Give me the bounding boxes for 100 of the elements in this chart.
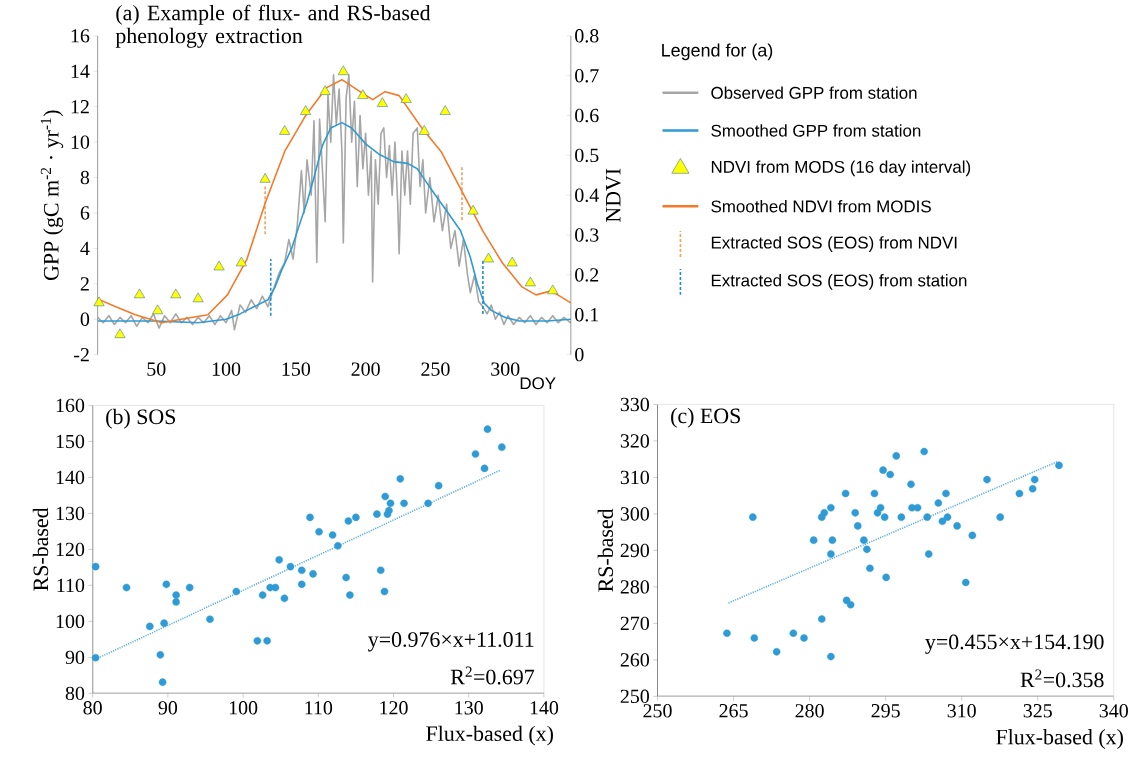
point xyxy=(286,562,295,571)
annotation: y=0.976×x+11.011 xyxy=(368,632,534,652)
point xyxy=(467,204,479,215)
point xyxy=(258,591,267,599)
point xyxy=(160,619,168,627)
point xyxy=(396,475,405,483)
point xyxy=(934,499,943,507)
y-tick-label: 130 xyxy=(56,506,85,521)
point xyxy=(342,573,350,582)
point xyxy=(506,256,518,267)
chart-title: (c) EOS xyxy=(671,407,740,428)
point xyxy=(907,480,915,489)
point xyxy=(943,513,952,521)
x-tick-label: 120 xyxy=(380,701,408,715)
x-tick-label: 310 xyxy=(947,704,976,718)
point xyxy=(91,562,100,571)
y-tick-label: 4 xyxy=(80,241,90,255)
x-axis-title: Flux-based (x) xyxy=(426,725,553,746)
point xyxy=(253,636,262,645)
point xyxy=(206,615,214,623)
point xyxy=(328,531,337,539)
x-tick-label: 250 xyxy=(643,704,672,718)
x-tick-label: 200 xyxy=(351,362,380,376)
point xyxy=(172,598,180,606)
point xyxy=(334,541,342,550)
point xyxy=(498,443,506,451)
y-tick-label: 270 xyxy=(620,616,649,631)
y2-tick-label: 0 xyxy=(575,347,584,362)
point xyxy=(800,634,808,642)
point xyxy=(772,648,781,656)
point xyxy=(418,125,430,135)
point xyxy=(953,522,961,530)
y-tick-label: 140 xyxy=(56,470,85,485)
y-tick-label: 16 xyxy=(71,29,90,43)
point xyxy=(373,510,381,518)
x-tick-label: 100 xyxy=(229,701,258,715)
y-tick-label: 2 xyxy=(80,277,89,291)
legend-label: NDVI from MODS (16 day interval) xyxy=(711,160,971,177)
y2-axis-title: NDVI xyxy=(606,168,621,222)
point xyxy=(866,564,874,573)
legend-label: Smoothed NDVI from MODIS xyxy=(711,199,931,213)
y-tick-label: 260 xyxy=(620,653,649,667)
point xyxy=(93,296,105,307)
point xyxy=(827,652,835,661)
point xyxy=(275,556,283,564)
point xyxy=(920,447,928,456)
y2-tick-label: 0.5 xyxy=(575,148,599,163)
point xyxy=(913,503,922,512)
point xyxy=(279,125,291,135)
point xyxy=(841,489,850,498)
point xyxy=(851,508,859,517)
y-tick-label: 80 xyxy=(65,686,85,701)
point xyxy=(315,527,323,536)
point xyxy=(723,629,731,637)
x-tick-label: 325 xyxy=(1023,704,1052,718)
point xyxy=(297,566,306,575)
point xyxy=(886,470,894,479)
x-tick-label: 250 xyxy=(421,362,450,376)
point xyxy=(385,506,393,515)
point xyxy=(172,591,180,599)
point xyxy=(1030,475,1039,484)
legend-label: Extracted SOS (EOS) from station xyxy=(711,273,967,290)
point xyxy=(892,452,901,460)
point xyxy=(1028,484,1037,493)
y2-tick-label: 0.3 xyxy=(575,228,599,242)
point xyxy=(259,172,271,183)
y2-tick-label: 0.8 xyxy=(575,29,599,43)
legend-label: Extracted SOS (EOS) from NDVI xyxy=(711,236,957,252)
x-tick-label: 100 xyxy=(212,362,241,376)
point xyxy=(789,629,798,637)
y-tick-label: 310 xyxy=(620,470,649,485)
y2-tick-label: 0.4 xyxy=(575,188,599,202)
point xyxy=(817,615,826,623)
point xyxy=(386,499,395,508)
point xyxy=(524,276,536,287)
y-tick-label: 90 xyxy=(65,650,85,665)
y-tick-label: 8 xyxy=(80,170,90,185)
point xyxy=(146,622,154,631)
point xyxy=(853,522,862,530)
point xyxy=(280,594,289,603)
annotation: y=0.455×x+154.190 xyxy=(925,634,1104,654)
point xyxy=(983,475,991,484)
y2-tick-label: 0.7 xyxy=(575,68,599,83)
point xyxy=(749,513,757,521)
point xyxy=(863,545,871,554)
point xyxy=(547,284,559,295)
point xyxy=(376,566,385,575)
x-tick-label: 340 xyxy=(1099,704,1128,718)
y2-tick-label: 0.1 xyxy=(575,307,599,322)
point xyxy=(357,89,369,99)
point xyxy=(114,328,126,338)
point xyxy=(306,513,314,522)
y-tick-label: 14 xyxy=(71,64,90,78)
y-tick-label: 250 xyxy=(620,689,649,704)
x-tick-label: 140 xyxy=(530,701,559,715)
point xyxy=(860,536,868,544)
point xyxy=(924,550,933,558)
x-tick-label: 265 xyxy=(719,704,748,718)
x-tick-label: 110 xyxy=(305,701,333,715)
y2-tick-label: 0.6 xyxy=(575,108,599,123)
